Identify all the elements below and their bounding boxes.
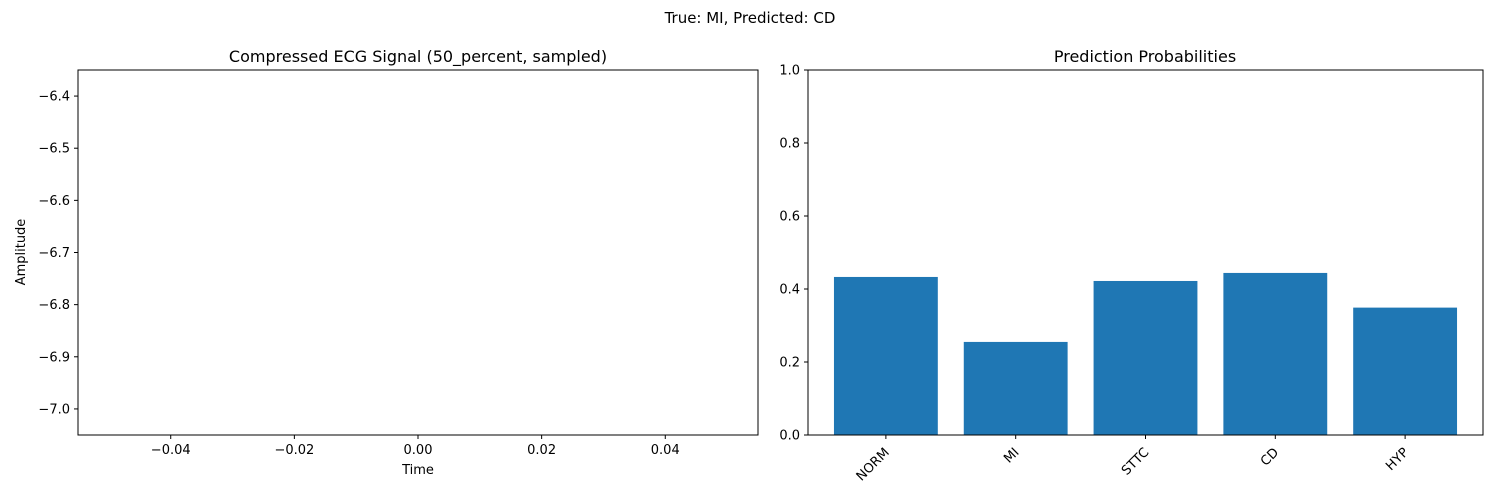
bar-mi: [963, 341, 1068, 435]
ecg-y-tick-label: −6.8: [38, 298, 70, 313]
ecg-x-axis-label: Time: [401, 463, 434, 478]
category-label-norm: NORM: [854, 445, 893, 484]
probability-y-tick-label: 1.0: [779, 64, 800, 79]
bar-sttc: [1093, 280, 1198, 435]
category-label-sttc: STTC: [1119, 445, 1152, 478]
bar-cd: [1223, 272, 1328, 435]
probability-y-tick-label: 0.6: [779, 210, 800, 225]
probability-axes: Prediction Probabilities NORM MI STTC CD HYP…: [779, 47, 1484, 484]
probability-y-tick-label: 0.8: [779, 137, 800, 152]
ecg-y-tick-label: −6.5: [38, 142, 70, 157]
probability-x-ticks: NORM MI STTC CD HYP: [854, 435, 1412, 484]
probability-axes-title: Prediction Probabilities: [1054, 47, 1236, 66]
bar-hyp: [1353, 307, 1458, 435]
ecg-y-tick-label: −6.9: [38, 350, 70, 365]
ecg-axes-title: Compressed ECG Signal (50_percent, sampl…: [229, 47, 607, 67]
ecg-x-tick-label: −0.04: [151, 443, 191, 458]
category-label-mi: MI: [1001, 445, 1022, 466]
ecg-y-axis-label: Amplitude: [14, 219, 29, 286]
ecg-x-ticks: −0.04 −0.02 0.00 0.02 0.04: [151, 435, 680, 458]
probability-y-ticks: 0.0 0.2 0.4 0.6 0.8 1.0: [779, 64, 808, 444]
bar-norm: [833, 276, 938, 435]
ecg-x-tick-label: 0.00: [404, 443, 433, 458]
probability-y-tick-label: 0.2: [779, 356, 800, 371]
ecg-y-tick-label: −7.0: [38, 402, 70, 417]
probability-bars: [833, 272, 1458, 435]
ecg-y-ticks: −6.4 −6.5 −6.6 −6.7 −6.8 −6.9 −7.0: [38, 90, 78, 417]
figure-suptitle: True: MI, Predicted: CD: [664, 9, 836, 27]
category-label-cd: CD: [1258, 445, 1282, 469]
ecg-signal-axes: Compressed ECG Signal (50_percent, sampl…: [14, 47, 759, 478]
ecg-y-tick-label: −6.7: [38, 246, 70, 261]
ecg-x-tick-label: −0.02: [274, 443, 314, 458]
probability-y-tick-label: 0.4: [779, 283, 800, 298]
category-label-hyp: HYP: [1383, 445, 1412, 474]
ecg-axes-frame: [77, 69, 759, 436]
ecg-y-tick-label: −6.4: [38, 90, 70, 105]
probability-axes-frame: [807, 69, 1484, 436]
ecg-x-tick-label: 0.02: [527, 443, 556, 458]
ecg-x-tick-label: 0.04: [651, 443, 680, 458]
probability-y-tick-label: 0.0: [779, 429, 800, 444]
ecg-y-tick-label: −6.6: [38, 194, 70, 209]
